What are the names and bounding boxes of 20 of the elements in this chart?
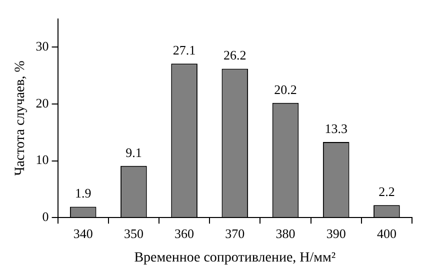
x-tick-label: 400 — [376, 226, 396, 241]
y-tick-label: 30 — [36, 38, 49, 54]
data-label: 9.1 — [126, 144, 142, 160]
y-axis-title: Частота случаев, % — [13, 60, 28, 176]
x-tick-label: 360 — [174, 226, 194, 241]
data-label: 13.3 — [324, 120, 348, 136]
data-label: 26.2 — [224, 48, 246, 63]
x-tick-label: 350 — [124, 226, 144, 241]
y-tick-label: 0 — [42, 209, 49, 224]
data-label: 2.2 — [378, 184, 395, 200]
y-tick-label: 20 — [36, 95, 49, 110]
data-label: 27.1 — [172, 42, 196, 58]
x-tick-label: 390 — [326, 226, 346, 241]
x-tick-label: 380 — [276, 226, 296, 241]
data-label: 20.2 — [274, 82, 297, 97]
data-label: 1.9 — [74, 186, 92, 201]
y-tick-label: 10 — [36, 152, 49, 168]
x-axis-title: Временное сопротивление, Н/мм² — [134, 250, 336, 266]
x-tick-label: 370 — [225, 226, 245, 241]
x-tick-label: 340 — [73, 226, 93, 241]
